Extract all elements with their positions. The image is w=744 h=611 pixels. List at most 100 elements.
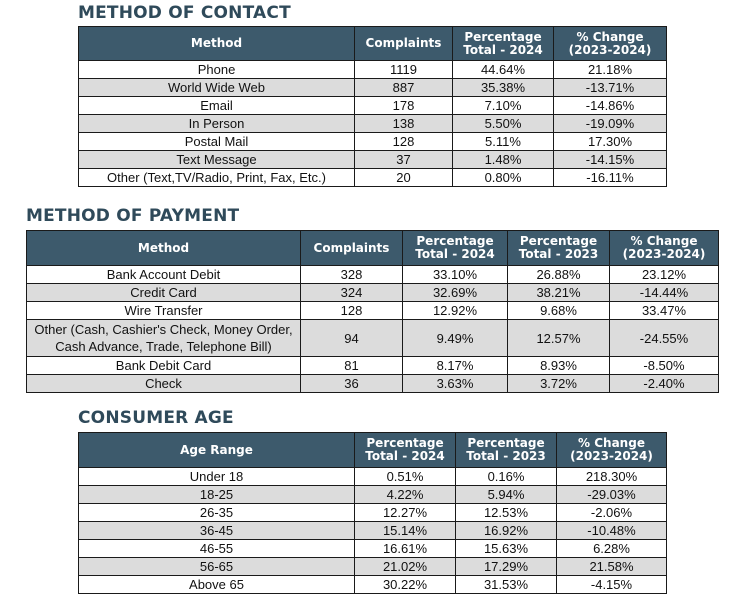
table-row: World Wide Web 887 35.38% -13.71% <box>78 78 667 97</box>
table-cell: 21.18% <box>553 60 667 79</box>
header-label-line1: % Change <box>576 29 644 44</box>
table-cell: Email <box>78 96 355 115</box>
payment-section-title: METHOD OF PAYMENT <box>26 206 240 226</box>
age-table: Age Range Percentage Total - 2024 Percentag… <box>78 432 667 594</box>
table-row: Bank Debit Card 81 8.17% 8.93% -8.50% <box>26 356 719 375</box>
table-cell: 16.92% <box>455 521 557 540</box>
table-row: 26-35 12.27% 12.53% -2.06% <box>78 503 667 522</box>
table-cell: -13.71% <box>553 78 667 97</box>
age-column-header: % Change (2023-2024) <box>556 432 667 468</box>
header-label-line2: (2023-2024) <box>568 42 652 57</box>
table-cell: Other (Cash, Cashier's Check, Money Orde… <box>26 319 301 357</box>
table-cell: -24.55% <box>609 319 719 357</box>
header-label-line1: Percentage <box>416 234 494 248</box>
table-cell: 16.61% <box>354 539 456 558</box>
table-row: Other (Cash, Cashier's Check, Money Orde… <box>26 319 719 357</box>
header-label-line2: (2023-2024) <box>622 247 706 261</box>
table-row: Credit Card 324 32.69% 38.21% -14.44% <box>26 283 719 302</box>
table-cell: -10.48% <box>556 521 667 540</box>
age-column-header: Percentage Total - 2023 <box>455 432 557 468</box>
contact-table: Method Complaints Percentage Total - 2024% … <box>78 26 667 187</box>
table-cell: 30.22% <box>354 575 456 594</box>
table-cell: 3.72% <box>507 374 610 393</box>
table-cell: 3.63% <box>402 374 508 393</box>
table-row: 18-25 4.22% 5.94% -29.03% <box>78 485 667 504</box>
table-cell: 5.50% <box>452 114 554 133</box>
table-cell: 44.64% <box>452 60 554 79</box>
table-row: Phone 1119 44.64% 21.18% <box>78 60 667 79</box>
table-cell: 23.12% <box>609 265 719 284</box>
table-cell: 33.47% <box>609 301 719 320</box>
table-cell: 8.93% <box>507 356 610 375</box>
table-cell: 328 <box>300 265 403 284</box>
table-cell: 18-25 <box>78 485 355 504</box>
table-cell: 36 <box>300 374 403 393</box>
table-cell: 37 <box>354 150 453 169</box>
table-cell: 15.63% <box>455 539 557 558</box>
table-row: In Person 138 5.50% -19.09% <box>78 114 667 133</box>
table-cell: 26.88% <box>507 265 610 284</box>
table-cell: 17.30% <box>553 132 667 151</box>
table-cell: 4.22% <box>354 485 456 504</box>
table-cell: 21.58% <box>556 557 667 576</box>
table-cell: 12.53% <box>455 503 557 522</box>
table-cell: Credit Card <box>26 283 301 302</box>
table-cell: Text Message <box>78 150 355 169</box>
contact-section-title: METHOD OF CONTACT <box>78 3 291 23</box>
table-cell: 20 <box>354 168 453 187</box>
table-row: 36-45 15.14% 16.92% -10.48% <box>78 521 667 540</box>
table-cell: -14.86% <box>553 96 667 115</box>
table-cell: 56-65 <box>78 557 355 576</box>
table-cell: -16.11% <box>553 168 667 187</box>
table-cell: -14.44% <box>609 283 719 302</box>
table-cell: Bank Debit Card <box>26 356 301 375</box>
table-cell: Wire Transfer <box>26 301 301 320</box>
table-cell: 1119 <box>354 60 453 79</box>
table-cell: 32.69% <box>402 283 508 302</box>
contact-column-header: Method <box>78 26 355 61</box>
table-cell: Other (Text,TV/Radio, Print, Fax, Etc.) <box>78 168 355 187</box>
table-row: Email 178 7.10% -14.86% <box>78 96 667 115</box>
age-header-row: Age Range Percentage Total - 2024 Percentag… <box>78 432 667 468</box>
table-cell: 138 <box>354 114 453 133</box>
table-cell: 178 <box>354 96 453 115</box>
table-cell: 6.28% <box>556 539 667 558</box>
table-cell: 8.17% <box>402 356 508 375</box>
table-cell: 9.49% <box>402 319 508 357</box>
table-cell: Postal Mail <box>78 132 355 151</box>
table-cell: 0.16% <box>455 467 557 486</box>
table-row: 56-65 21.02% 17.29% 21.58% <box>78 557 667 576</box>
contact-column-header: Percentage Total - 2024 <box>452 26 554 61</box>
table-cell: 5.94% <box>455 485 557 504</box>
table-cell: 9.68% <box>507 301 610 320</box>
table-cell: 0.51% <box>354 467 456 486</box>
table-row: Check 36 3.63% 3.72% -2.40% <box>26 374 719 393</box>
table-cell: -2.06% <box>556 503 667 522</box>
header-label-line1: Percentage <box>467 436 545 450</box>
table-cell: Phone <box>78 60 355 79</box>
table-row: 46-55 16.61% 15.63% 6.28% <box>78 539 667 558</box>
header-label-line1: % Change <box>578 436 645 450</box>
table-cell: 887 <box>354 78 453 97</box>
payment-table: Method Complaints Percentage Total - 2024 Pe… <box>26 230 719 393</box>
header-label-line2: Total - 2024 <box>463 42 543 57</box>
table-cell: 94 <box>300 319 403 357</box>
table-cell: -19.09% <box>553 114 667 133</box>
payment-header-row: Method Complaints Percentage Total - 2024 Pe… <box>26 230 719 266</box>
table-cell: 12.92% <box>402 301 508 320</box>
table-cell: 7.10% <box>452 96 554 115</box>
table-cell: 218.30% <box>556 467 667 486</box>
table-cell: Above 65 <box>78 575 355 594</box>
table-cell: 17.29% <box>455 557 557 576</box>
table-cell: 35.38% <box>452 78 554 97</box>
table-cell: Under 18 <box>78 467 355 486</box>
header-label-line1: Method <box>190 36 243 50</box>
header-label-line2: Total - 2023 <box>518 247 599 261</box>
age-column-header: Age Range <box>78 432 355 468</box>
table-cell: 38.21% <box>507 283 610 302</box>
table-cell: -8.50% <box>609 356 719 375</box>
table-cell: 26-35 <box>78 503 355 522</box>
table-row: Under 18 0.51% 0.16% 218.30% <box>78 467 667 486</box>
table-cell: 33.10% <box>402 265 508 284</box>
table-cell: 5.11% <box>452 132 554 151</box>
